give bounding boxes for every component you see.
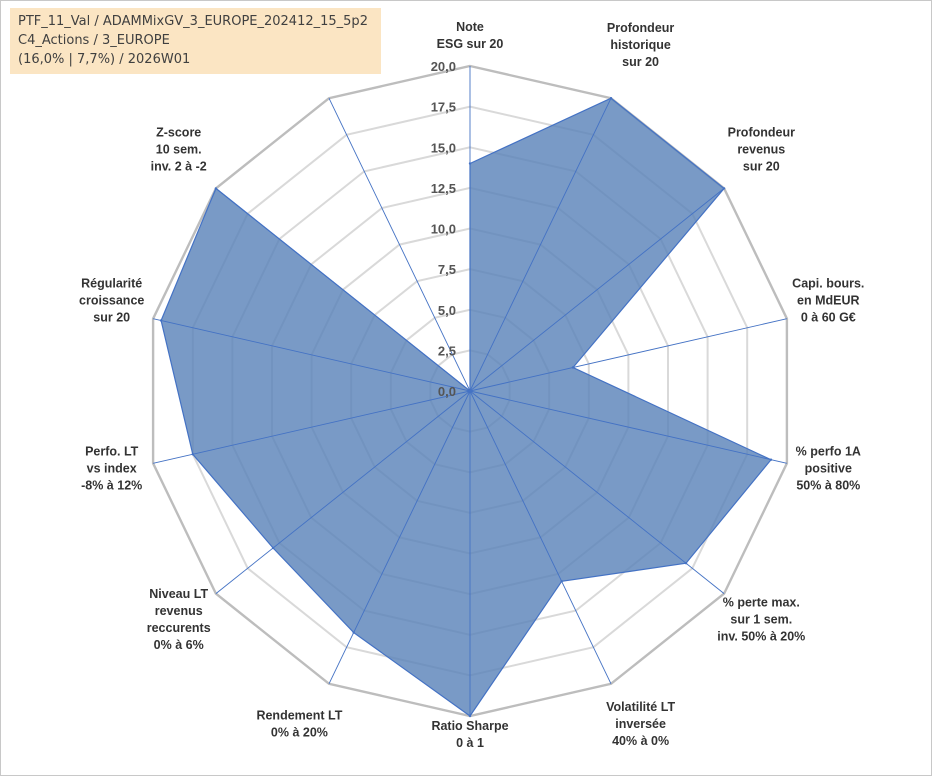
axis-label-line: en MdEUR bbox=[797, 294, 860, 308]
axis-label: Régularité croissance sur 20 bbox=[79, 277, 144, 325]
axis-label-line: Profondeur bbox=[607, 21, 674, 35]
axis-label-line: sur 20 bbox=[622, 55, 659, 69]
info-box: PTF_11_Val / ADAMMixGV_3_EUROPE_202412_1… bbox=[10, 8, 381, 74]
axis-label: Profondeur historique sur 20 bbox=[607, 21, 674, 69]
tick-label: 7,5 bbox=[438, 262, 456, 277]
axis-label-line: revenus bbox=[737, 142, 785, 156]
axis-spoke bbox=[469, 188, 725, 392]
tick-label: 17,5 bbox=[431, 100, 456, 115]
axis-label: % perte max. sur 1 sem. inv. 50% à 20% bbox=[717, 596, 805, 644]
axis-spoke bbox=[469, 390, 788, 464]
axis-label-line: 0% à 6% bbox=[154, 638, 204, 652]
axis-label-line: Perfo. LT bbox=[85, 444, 139, 458]
axis-label-line: 50% à 80% bbox=[796, 478, 860, 492]
axis-label-line: historique bbox=[610, 38, 670, 52]
axis-label-line: vs index bbox=[87, 461, 137, 475]
data-point bbox=[191, 453, 194, 456]
axis-spoke bbox=[152, 390, 471, 464]
axis-label-line: inversée bbox=[615, 717, 666, 731]
axis-label-line: sur 20 bbox=[743, 159, 780, 173]
data-point bbox=[468, 714, 472, 718]
axis-label-line: Rendement LT bbox=[256, 709, 342, 723]
axis-label: Note ESG sur 20 bbox=[437, 20, 504, 51]
axis-label-line: % perte max. bbox=[723, 596, 800, 610]
axis-label-line: Volatilité LT bbox=[606, 700, 675, 714]
axis-label: Z-score 10 sem. inv. 2 à -2 bbox=[151, 125, 207, 173]
axis-label-line: reccurents bbox=[147, 621, 211, 635]
axis-label: Volatilité LT inversée 40% à 0% bbox=[606, 700, 675, 748]
axis-spoke bbox=[469, 390, 612, 684]
tick-label: 15,0 bbox=[431, 140, 456, 155]
axis-label-line: Régularité bbox=[81, 277, 142, 291]
axis-label-line: -8% à 12% bbox=[81, 478, 142, 492]
data-point bbox=[609, 97, 613, 100]
axis-label: Rendement LT 0% à 20% bbox=[256, 709, 342, 740]
axis-spoke bbox=[152, 318, 471, 392]
axis-spoke bbox=[328, 98, 471, 392]
info-line-category: C4_Actions / 3_EUROPE bbox=[18, 33, 170, 48]
axis-label-line: ESG sur 20 bbox=[437, 37, 504, 51]
axis-label-line: sur 1 sem. bbox=[730, 613, 792, 627]
axis-spoke bbox=[469, 390, 725, 594]
axis-label-line: Z-score bbox=[156, 125, 201, 139]
axis-label-line: Capi. bours. bbox=[792, 277, 864, 291]
axis-label-line: croissance bbox=[79, 294, 144, 308]
axis-spoke bbox=[215, 390, 471, 594]
data-point bbox=[468, 162, 472, 165]
axis-label-line: Profondeur bbox=[728, 125, 795, 139]
tick-label: 10,0 bbox=[431, 222, 456, 237]
tick-label: 2,5 bbox=[438, 343, 456, 358]
data-point bbox=[684, 562, 688, 565]
axis-label-line: Niveau LT bbox=[149, 587, 208, 601]
data-point bbox=[271, 546, 275, 550]
axis-label-line: Note bbox=[456, 20, 484, 34]
tick-label: 5,0 bbox=[438, 303, 456, 318]
info-line-stats: (16,0% | 7,7%) / 2026W01 bbox=[18, 52, 191, 67]
data-point bbox=[468, 389, 472, 393]
tick-label: 12,5 bbox=[431, 181, 456, 196]
axis-spoke bbox=[469, 318, 788, 392]
data-point bbox=[352, 631, 355, 634]
info-line-portfolio: PTF_11_Val / ADAMMixGV_3_EUROPE_202412_1… bbox=[18, 14, 368, 29]
axis-label: Ratio Sharpe 0 à 1 bbox=[431, 719, 508, 750]
data-point bbox=[159, 319, 163, 322]
axis-label-line: revenus bbox=[155, 604, 203, 618]
axis-label-line: inv. 50% à 20% bbox=[717, 630, 805, 644]
data-point bbox=[214, 187, 218, 190]
data-point bbox=[571, 366, 575, 369]
axis-label-line: 0 à 60 G€ bbox=[801, 311, 856, 325]
axis-label-line: Ratio Sharpe bbox=[431, 719, 508, 733]
axis-label: % perfo 1A positive 50% à 80% bbox=[796, 444, 861, 492]
axis-label: Capi. bours. en MdEUR 0 à 60 G€ bbox=[792, 277, 864, 325]
axis-label-line: 40% à 0% bbox=[612, 734, 669, 748]
data-point bbox=[560, 580, 563, 583]
axis-spoke bbox=[469, 98, 612, 392]
axis-spoke bbox=[215, 188, 471, 392]
tick-label: 20,0 bbox=[431, 59, 456, 74]
axis-label-line: % perfo 1A bbox=[796, 444, 861, 458]
data-point bbox=[722, 187, 726, 190]
axis-label: Niveau LT revenus reccurents 0% à 6% bbox=[147, 587, 211, 652]
axis-label-line: positive bbox=[805, 461, 852, 475]
tick-label: 0,0 bbox=[438, 384, 456, 399]
axis-label-line: 0% à 20% bbox=[271, 726, 328, 740]
axis-label: Profondeur revenus sur 20 bbox=[728, 125, 795, 173]
axis-label-line: 10 sem. bbox=[156, 142, 202, 156]
axis-label-line: sur 20 bbox=[93, 311, 130, 325]
axis-label: Perfo. LT vs index -8% à 12% bbox=[81, 444, 142, 492]
axis-label-line: inv. 2 à -2 bbox=[151, 159, 207, 173]
axis-label-line: 0 à 1 bbox=[456, 736, 484, 750]
axis-spoke bbox=[328, 390, 471, 684]
data-point bbox=[769, 458, 773, 461]
